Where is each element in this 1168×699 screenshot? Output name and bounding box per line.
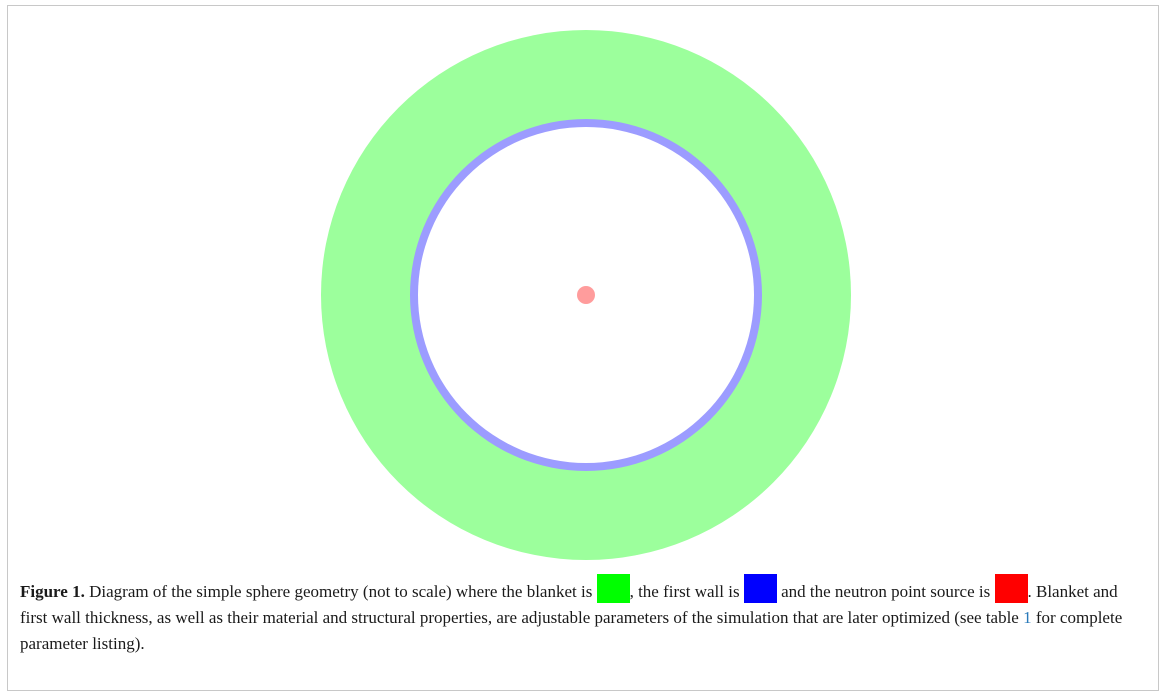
blanket-swatch — [596, 574, 630, 603]
figure-label: Figure 1. — [20, 582, 85, 601]
sphere-diagram — [321, 30, 851, 560]
table-reference-link[interactable]: 1 — [1023, 608, 1032, 627]
caption-text-3: and the neutron point source is — [776, 582, 995, 601]
figure-caption: Figure 1. Diagram of the simple sphere g… — [20, 574, 1140, 657]
source-swatch — [994, 574, 1028, 603]
caption-text-2: , the first wall is — [629, 582, 744, 601]
caption-text-5: for complete parameter listing). — [20, 608, 1123, 653]
first-wall-swatch — [743, 574, 777, 603]
neutron-point-source — [577, 286, 595, 304]
caption-text-4: . Blanket and first wall thickness, as w… — [20, 582, 1118, 627]
caption-text-1: Diagram of the simple sphere geometry (n… — [84, 582, 597, 601]
